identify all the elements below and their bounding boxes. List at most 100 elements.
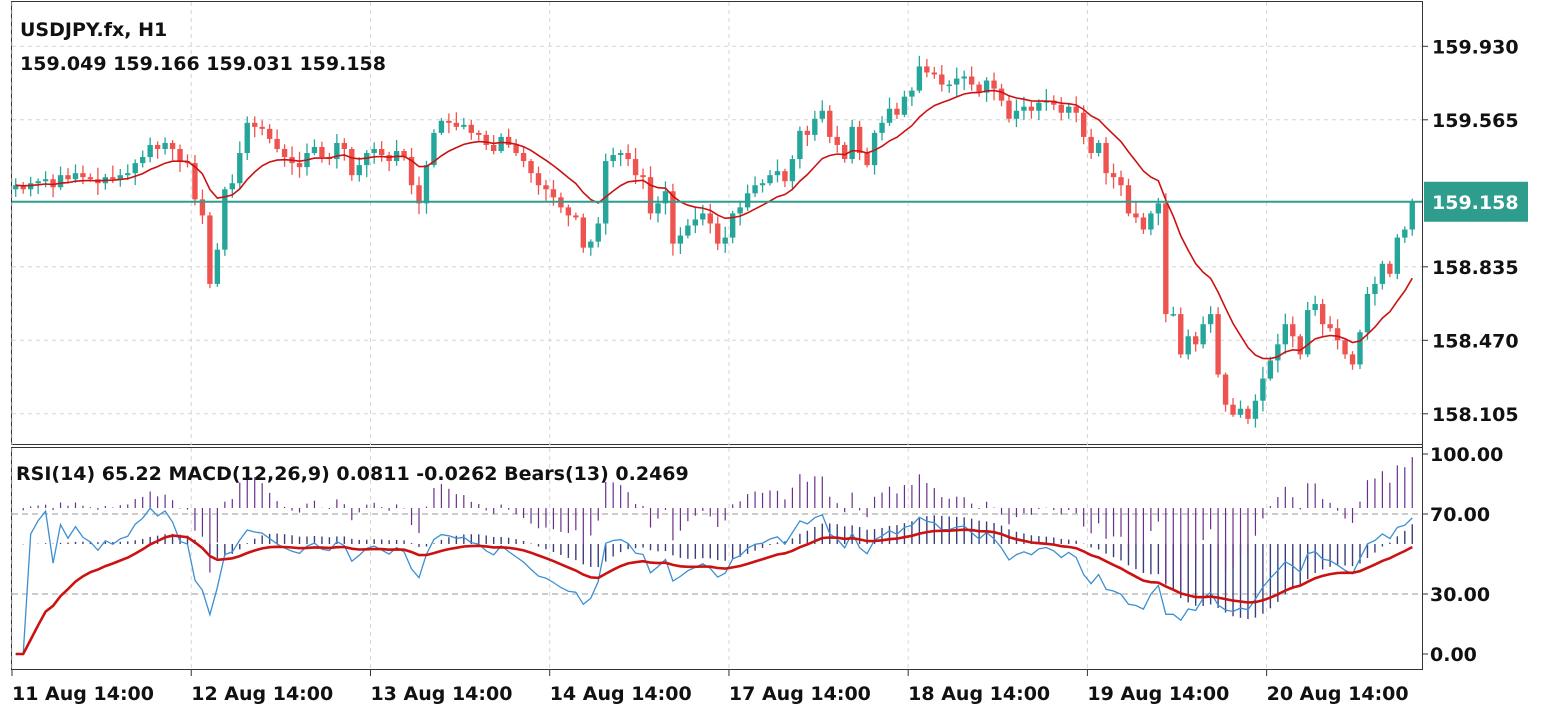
candle-body — [371, 148, 377, 154]
x-tick-label: 14 Aug 14:00 — [550, 683, 692, 705]
y-tick-label: 159.930 — [1432, 36, 1519, 58]
rsi-signal-line — [15, 528, 1413, 656]
bull-candle — [1275, 333, 1281, 373]
current-price-tag — [1424, 181, 1528, 222]
bull-candle — [983, 77, 990, 102]
candle-body — [692, 219, 699, 226]
bear-candle — [505, 128, 512, 148]
x-tick-label: 12 Aug 14:00 — [191, 683, 333, 705]
candle-body — [140, 157, 146, 164]
candle-body — [199, 199, 206, 216]
bear-candle — [528, 158, 534, 183]
candle-body — [1200, 324, 1206, 345]
bear-candle — [1342, 338, 1348, 359]
candle-body — [356, 165, 362, 176]
candle-body — [50, 179, 56, 188]
bear-candle — [782, 168, 788, 188]
bear-candle — [207, 212, 213, 289]
bull-candle — [57, 166, 64, 191]
candle-body — [229, 183, 235, 190]
bear-candle — [154, 141, 161, 159]
bull-candle — [214, 243, 221, 287]
candle-body — [162, 142, 168, 149]
candle-body — [737, 207, 743, 214]
candle-body — [827, 110, 833, 137]
candle-body — [924, 66, 930, 73]
bull-candle — [1148, 210, 1154, 236]
candle-body — [901, 96, 908, 115]
candle-body — [894, 108, 900, 115]
bull-candle — [1402, 226, 1408, 243]
bear-candle — [1319, 299, 1326, 336]
candle-body — [1364, 293, 1371, 333]
bear-candle — [1125, 178, 1132, 217]
candle-body — [72, 173, 79, 180]
bull-candle — [1207, 306, 1214, 333]
candle-body — [1402, 229, 1408, 238]
bear-candle — [416, 176, 422, 215]
bull-candle — [879, 116, 885, 141]
bear-candle — [252, 116, 258, 138]
bear-candle — [1103, 137, 1109, 185]
candle-body — [147, 144, 153, 158]
candle-body — [909, 90, 915, 97]
bear-candle — [408, 147, 415, 195]
candle-body — [1118, 177, 1124, 186]
current-price-label: 159.158 — [1432, 192, 1519, 214]
candle-body — [1088, 136, 1094, 154]
candle-body — [1357, 332, 1363, 365]
bull-candle — [849, 119, 855, 164]
candle-body — [797, 130, 803, 160]
candle-body — [685, 225, 691, 236]
candle-body — [1334, 328, 1341, 341]
bull-candle — [1364, 286, 1371, 340]
bear-candle — [543, 179, 549, 201]
candle-body — [334, 142, 340, 160]
candle-body — [1080, 112, 1087, 137]
candle-body — [1028, 106, 1035, 111]
bear-candle — [931, 66, 937, 79]
bear-candle — [65, 168, 71, 184]
candle-body — [715, 223, 721, 244]
candle-body — [468, 124, 474, 133]
candle-body — [1275, 344, 1281, 361]
bear-candle — [319, 141, 325, 163]
candle-body — [774, 171, 781, 176]
candle-body — [1021, 106, 1027, 111]
bull-candle — [737, 200, 743, 226]
candle-body — [1140, 217, 1147, 230]
x-tick-label: 11 Aug 14:00 — [12, 683, 154, 705]
y-tick-label: 158.105 — [1432, 404, 1519, 426]
candle-body — [505, 136, 512, 145]
candle-body — [864, 153, 870, 166]
candle-body — [453, 122, 460, 127]
bull-candle — [744, 184, 751, 211]
candle-body — [812, 118, 818, 135]
bear-candle — [513, 138, 519, 157]
candle-body — [647, 177, 654, 214]
bear-candle — [401, 148, 407, 161]
bear-candle — [169, 140, 176, 161]
bull-candle — [729, 210, 736, 244]
bear-candle — [632, 147, 639, 185]
axes: 11 Aug 14:00 12 Aug 14:00 13 Aug 14:00 14 A… — [11, 2, 1519, 705]
x-tick-label: 18 Aug 14:00 — [908, 683, 1050, 705]
bull-candle — [162, 137, 168, 155]
candle-body — [916, 66, 923, 91]
candle-body — [1215, 314, 1221, 375]
bull-candle — [1252, 394, 1259, 428]
candle-body — [281, 148, 288, 158]
candle-body — [423, 165, 430, 204]
bear-candle — [804, 125, 811, 147]
candle-body — [640, 175, 646, 178]
candle-body — [513, 144, 519, 154]
bull-candle — [222, 186, 228, 256]
bear-candle — [468, 120, 474, 140]
bear-candle — [177, 144, 183, 172]
candle-body — [849, 126, 855, 160]
candle-body — [983, 80, 990, 93]
candle-body — [804, 130, 811, 135]
bear-candle — [483, 130, 489, 150]
bull-candle — [797, 126, 803, 169]
